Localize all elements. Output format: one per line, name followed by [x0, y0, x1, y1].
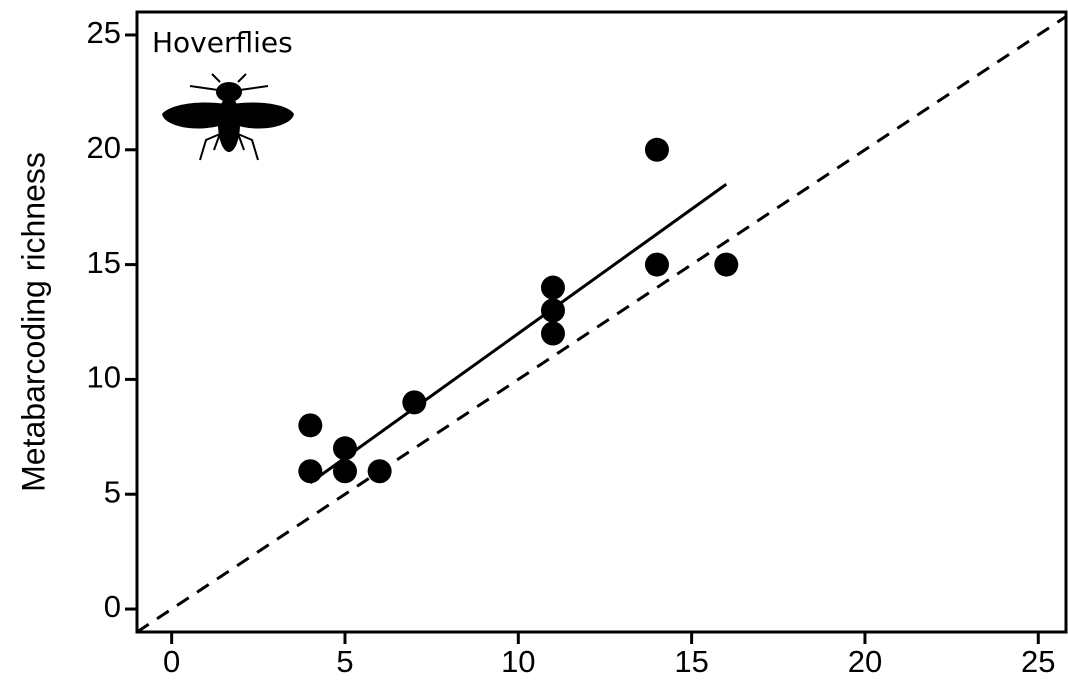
point: [367, 459, 392, 484]
point: [298, 459, 323, 484]
x-tick-label: 20: [848, 644, 882, 679]
point: [402, 390, 427, 415]
fit-line: [309, 183, 728, 484]
y-axis-label: Metabarcoding richness: [15, 152, 51, 492]
y-tick-label: 0: [104, 589, 121, 624]
y-tick-label: 20: [87, 130, 121, 165]
point: [332, 459, 357, 484]
y-tick-label: 10: [87, 360, 121, 395]
point: [540, 298, 565, 323]
point: [332, 436, 357, 461]
x-tick-label: 0: [163, 644, 180, 679]
x-tick-label: 10: [501, 644, 535, 679]
y-tick-label: 15: [87, 245, 121, 280]
point: [714, 252, 739, 277]
point: [540, 321, 565, 346]
point: [644, 137, 669, 162]
point: [644, 252, 669, 277]
x-tick-label: 25: [1021, 644, 1055, 679]
y-tick-label: 25: [87, 15, 121, 50]
fly-icon: [162, 73, 294, 161]
x-tick-label: 5: [336, 644, 353, 679]
point: [298, 413, 323, 438]
y-tick-label: 5: [104, 474, 121, 509]
x-tick-label: 15: [674, 644, 708, 679]
plot-frame: [135, 10, 1068, 634]
point: [540, 275, 565, 300]
reference-line: [136, 15, 1067, 634]
annotation: Hoverflies: [152, 26, 293, 59]
